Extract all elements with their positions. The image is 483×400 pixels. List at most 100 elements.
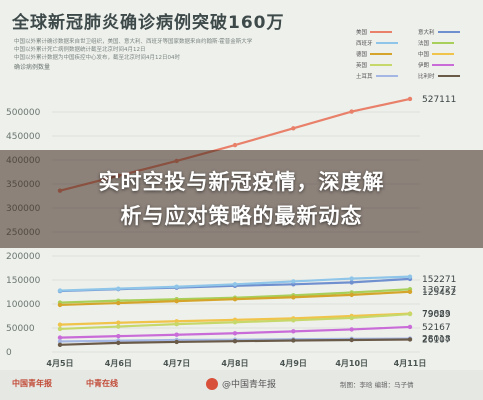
- data-point-2-3: [232, 282, 238, 287]
- data-point-7-5: [349, 327, 354, 332]
- data-point-7-6: [407, 324, 413, 330]
- x-tick-label: 4月8日: [221, 359, 248, 368]
- chart-title: 全球新冠肺炎确诊病例突破160万: [12, 13, 285, 33]
- data-point-1-5: [349, 280, 354, 285]
- end-value-label-8: 28018: [422, 335, 451, 345]
- data-point-9-0: [57, 342, 63, 347]
- legend-swatch: [432, 64, 455, 66]
- legend-label: 土耳其: [356, 74, 373, 80]
- data-point-6-2: [174, 321, 179, 327]
- y-tick-label: 100000: [6, 300, 41, 310]
- data-point-7-4: [291, 329, 296, 334]
- weibo-text: @中国青年报: [222, 380, 277, 390]
- end-value-label-5: 79883: [422, 310, 451, 320]
- data-point-2-1: [116, 286, 121, 291]
- data-point-6-0: [57, 326, 63, 332]
- legend-swatch: [370, 53, 393, 55]
- data-point-0-3: [232, 142, 238, 148]
- legend-swatch: [375, 42, 398, 44]
- data-point-0-6: [407, 96, 413, 102]
- legend-label: 伊朗: [418, 63, 430, 69]
- headline-line-2: 析与应对策略的最新动态: [120, 204, 363, 228]
- end-value-label-0: 527111: [422, 95, 456, 105]
- data-point-7-2: [174, 332, 179, 337]
- legend-label: 英国: [356, 63, 368, 69]
- legend-label: 德国: [356, 52, 368, 58]
- legend-item: 美国: [356, 28, 412, 36]
- data-point-7-3: [232, 331, 238, 336]
- legend-swatch: [370, 31, 393, 33]
- end-value-label-9: 26107: [422, 335, 451, 345]
- data-point-7-1: [116, 333, 121, 339]
- y-tick-label: 150000: [6, 276, 41, 286]
- chart-legend: 美国 意大利 西班牙 法国德国 中国英国 伊朗土耳其 比利时: [356, 28, 474, 80]
- data-point-9-5: [349, 337, 354, 343]
- legend-item: 中国: [418, 50, 474, 58]
- data-point-9-2: [174, 339, 179, 345]
- data-point-8-0: [57, 339, 63, 344]
- legend-swatch: [370, 64, 393, 66]
- y-tick-label: 200000: [6, 252, 41, 262]
- y-tick-label: 0: [6, 348, 12, 358]
- headline-line-1: 实时空投与新冠疫情，深度解: [98, 170, 385, 194]
- legend-swatch: [437, 75, 460, 77]
- legend-label: 意大利: [418, 30, 435, 36]
- data-point-9-6: [407, 337, 413, 342]
- data-point-4-0: [57, 302, 63, 308]
- end-value-label-3: 130727: [422, 285, 456, 295]
- x-tick-label: 4月6日: [105, 359, 132, 368]
- end-value-label-7: 52167: [422, 323, 451, 333]
- data-point-6-4: [291, 318, 296, 323]
- legend-item: 英国: [356, 61, 412, 69]
- legend-item: 意大利: [418, 28, 474, 36]
- legend-swatch: [432, 53, 455, 55]
- weibo-handle: @中国青年报: [206, 377, 276, 390]
- footer-bar: 中国青年报 中青在线 @中国青年报 制图：李晗 编辑：马子倩: [0, 370, 483, 400]
- data-point-7-0: [57, 335, 63, 340]
- data-point-4-2: [174, 298, 179, 304]
- y-tick-label: 50000: [6, 324, 35, 334]
- legend-swatch: [437, 31, 460, 33]
- legend-swatch: [432, 42, 455, 44]
- legend-item: 西班牙: [356, 39, 412, 47]
- data-point-2-0: [57, 288, 63, 293]
- data-point-4-4: [291, 295, 296, 300]
- credit-text: 制图：李晗 编辑：马子倩: [340, 381, 414, 389]
- weibo-icon: [206, 377, 218, 390]
- legend-item: 伊朗: [418, 61, 474, 69]
- headline-banner: 实时空投与新冠疫情，深度解 析与应对策略的最新动态: [0, 150, 483, 248]
- source-note-2: 中国以外累计死亡病例数据统计截至北京时间4月12日: [14, 47, 146, 53]
- x-tick-label: 4月11日: [394, 359, 427, 368]
- data-point-0-4: [291, 126, 296, 131]
- newspaper-logo: 中国青年报: [12, 379, 52, 388]
- legend-label: 法国: [418, 41, 430, 47]
- data-point-6-1: [116, 324, 121, 329]
- end-value-label-1: 152271: [422, 275, 456, 285]
- source-note-1: 中国以外累计确诊数据来自世卫组织，美国、意大利、西班牙等国家数据来自约翰斯·霍普…: [14, 39, 253, 45]
- data-point-2-4: [291, 279, 296, 284]
- x-tick-label: 4月5日: [46, 359, 73, 368]
- y-tick-label: 500000: [6, 108, 41, 118]
- data-point-2-6: [407, 274, 413, 279]
- end-value-label-6: 79029: [422, 310, 451, 320]
- end-value-label-4: 125452: [422, 288, 456, 298]
- data-point-4-1: [116, 300, 121, 306]
- data-point-9-3: [232, 339, 238, 344]
- x-tick-label: 4月7日: [163, 359, 190, 368]
- data-point-9-1: [116, 340, 121, 346]
- data-point-4-5: [349, 292, 354, 298]
- legend-swatch: [375, 75, 398, 77]
- data-point-5-1: [116, 320, 121, 325]
- data-point-2-2: [174, 284, 179, 289]
- data-point-6-6: [407, 311, 413, 317]
- data-point-0-5: [349, 109, 354, 114]
- y-axis-label: 确诊病例数量: [14, 64, 51, 71]
- legend-item: 比利时: [418, 72, 474, 80]
- data-point-4-6: [407, 289, 413, 294]
- data-point-5-0: [57, 322, 63, 327]
- y-tick-label: 450000: [6, 132, 41, 142]
- x-tick-label: 4月9日: [280, 359, 307, 368]
- data-point-6-3: [232, 320, 238, 325]
- cyol-logo: 中青在线: [86, 379, 118, 388]
- legend-item: 土耳其: [356, 72, 412, 80]
